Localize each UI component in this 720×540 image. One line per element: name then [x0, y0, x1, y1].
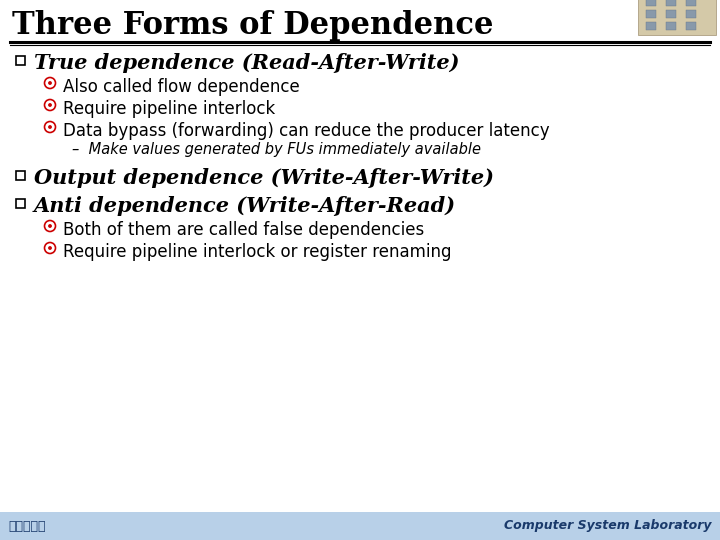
Circle shape: [45, 220, 55, 232]
Bar: [646, 0, 656, 6]
Bar: [686, 22, 696, 30]
Text: Computer System Laboratory: Computer System Laboratory: [505, 519, 712, 532]
Bar: [666, 22, 676, 30]
Text: Require pipeline interlock or register renaming: Require pipeline interlock or register r…: [63, 243, 451, 261]
Text: Data bypass (forwarding) can reduce the producer latency: Data bypass (forwarding) can reduce the …: [63, 122, 549, 140]
Bar: [686, 10, 696, 18]
Text: 高麗大學校: 高麗大學校: [8, 519, 45, 532]
Circle shape: [45, 242, 55, 253]
Circle shape: [45, 99, 55, 111]
Text: Also called flow dependence: Also called flow dependence: [63, 78, 300, 96]
Bar: [646, 22, 656, 30]
Bar: [666, 10, 676, 18]
Circle shape: [49, 104, 51, 106]
Bar: [686, 0, 696, 6]
Bar: [16, 56, 24, 64]
Text: Anti dependence (Write-After-Read): Anti dependence (Write-After-Read): [34, 196, 456, 216]
Bar: [646, 10, 656, 18]
Text: Require pipeline interlock: Require pipeline interlock: [63, 100, 275, 118]
Circle shape: [49, 247, 51, 249]
Circle shape: [49, 126, 51, 128]
Circle shape: [45, 78, 55, 89]
Bar: [0, 512, 720, 540]
Circle shape: [49, 225, 51, 227]
Circle shape: [45, 122, 55, 132]
Text: True dependence (Read-After-Write): True dependence (Read-After-Write): [34, 53, 459, 73]
Bar: [16, 199, 24, 207]
Bar: [638, 0, 716, 35]
Text: Output dependence (Write-After-Write): Output dependence (Write-After-Write): [34, 168, 494, 188]
Circle shape: [49, 82, 51, 84]
Bar: [666, 0, 676, 6]
Text: Three Forms of Dependence: Three Forms of Dependence: [12, 10, 493, 41]
Text: Both of them are called false dependencies: Both of them are called false dependenci…: [63, 221, 424, 239]
Text: –  Make values generated by FUs immediately available: – Make values generated by FUs immediate…: [72, 142, 481, 157]
Bar: [16, 171, 24, 179]
